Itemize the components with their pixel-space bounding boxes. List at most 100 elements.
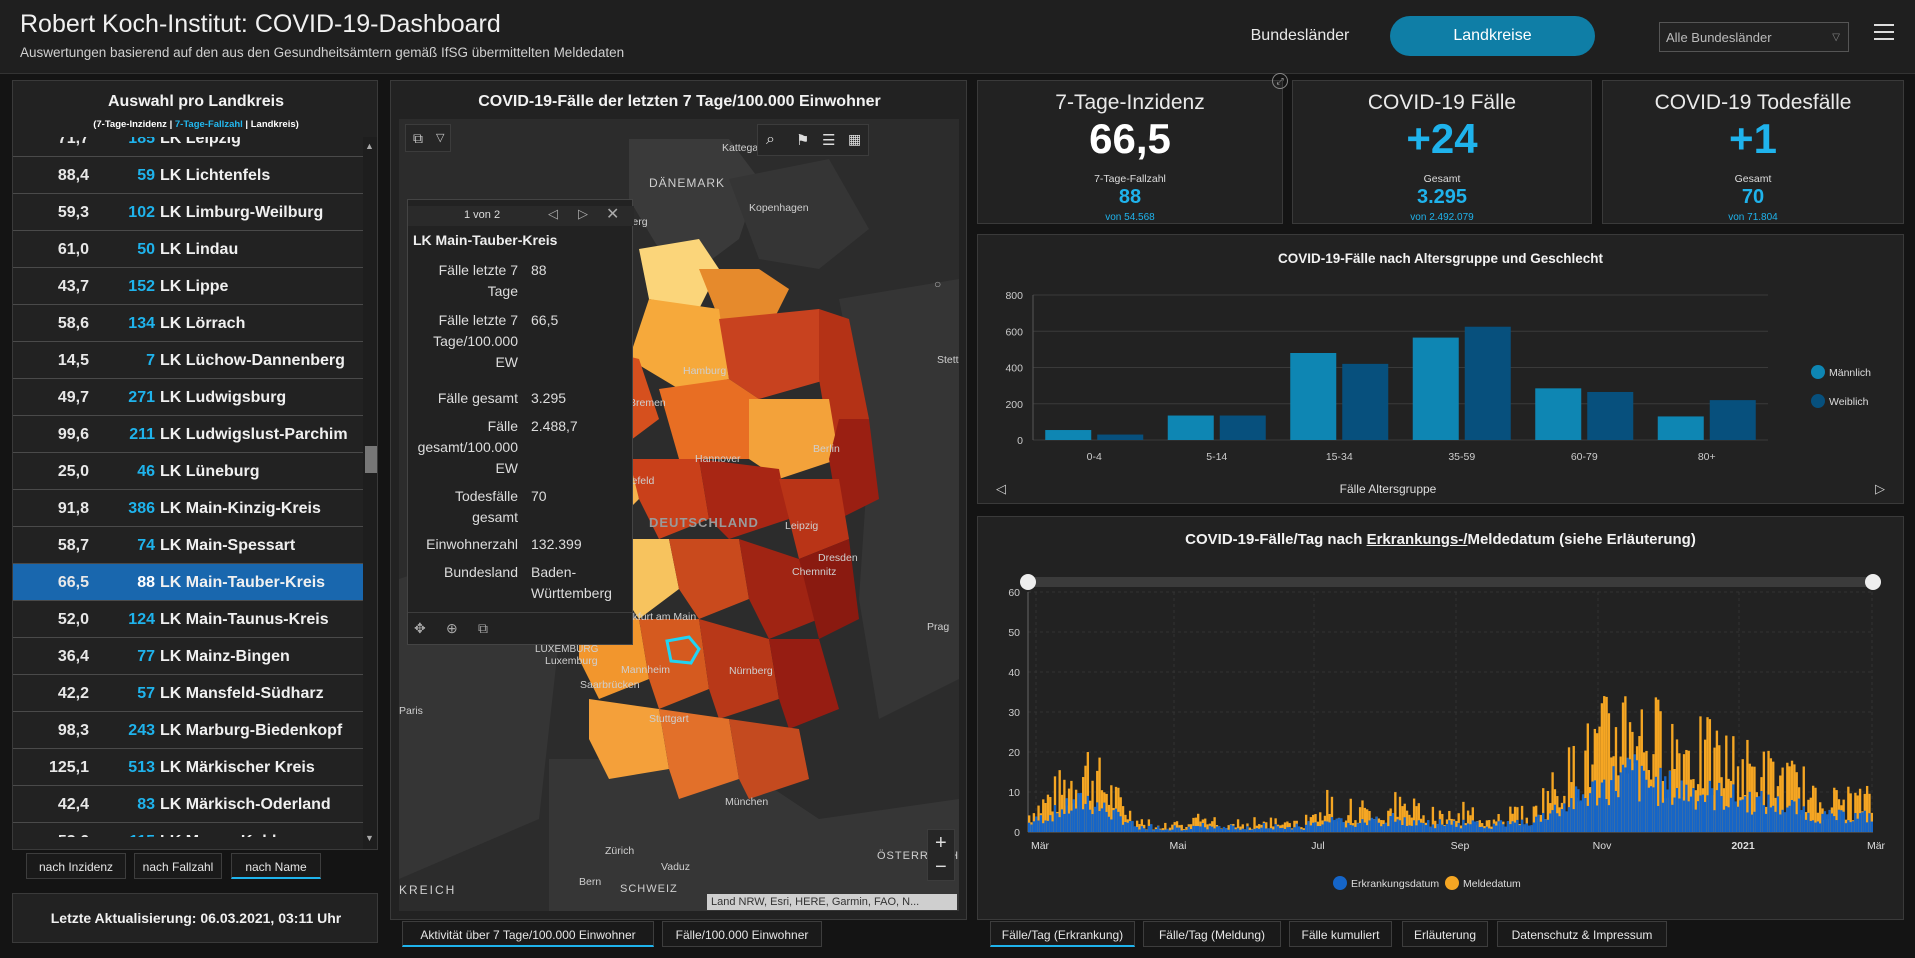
bar-meldedatum — [1833, 787, 1836, 832]
bottom-tab[interactable]: Fälle kumuliert — [1289, 921, 1392, 947]
tab-aktivitaet[interactable]: Aktivität über 7 Tage/100.000 Einwohner — [402, 921, 654, 947]
map-label: DEUTSCHLAND — [649, 515, 759, 530]
plus-icon[interactable]: ○ — [934, 277, 942, 291]
sort-by-inzidenz-button[interactable]: nach Inzidenz — [26, 853, 126, 879]
bar-meldedatum — [1044, 803, 1047, 832]
hamburger-menu-icon[interactable] — [1874, 24, 1894, 42]
list-item[interactable]: 42,4 83 LK Märkisch-Oderland — [13, 786, 363, 823]
bottom-tab[interactable]: Fälle/Tag (Erkrankung) — [990, 921, 1135, 947]
bar-erkrankungsdatum — [1373, 819, 1376, 832]
sort-by-name-button[interactable]: nach Name — [231, 853, 321, 879]
bar-meldedatum — [1293, 820, 1296, 832]
list-item[interactable]: 99,6 211 LK Ludwigslust-Parchim — [13, 416, 363, 453]
bundesland-select[interactable]: Alle Bundesländer ▽ — [1659, 22, 1849, 52]
list-scrollbar[interactable] — [363, 137, 377, 849]
zoom-in-button[interactable]: + — [935, 832, 947, 854]
scroll-up-icon[interactable]: ▲ — [365, 141, 374, 151]
bar-meldedatum — [1135, 820, 1139, 832]
range-handle-left[interactable] — [1020, 574, 1036, 590]
daily-cases-chart[interactable]: 0 10 20 30 40 50 60 Mär Mai Jul Sep Nov 2021 Mär Erkra… — [978, 517, 1905, 921]
zoom-out-button[interactable]: − — [935, 856, 947, 878]
bottom-tab[interactable]: Erläuterung — [1402, 921, 1488, 947]
list-item[interactable]: 25,0 46 LK Lüneburg — [13, 453, 363, 490]
update-panel: Letzte Aktualisierung: 06.03.2021, 03:11… — [12, 893, 378, 943]
bar-meldedatum — [1584, 750, 1587, 832]
bookmark-icon[interactable]: ⚑ — [796, 132, 810, 149]
next-icon[interactable]: ▷ — [578, 206, 588, 221]
bundeslaender-button[interactable]: Bundesländer — [1250, 27, 1350, 44]
bar-erkrankungsdatum — [1549, 813, 1552, 832]
bar-erkrankungsdatum — [1725, 806, 1728, 832]
bar-erkrankungsdatum — [1086, 795, 1090, 832]
bar-erkrankungsdatum — [1314, 822, 1317, 832]
list-item[interactable]: 52,0 124 LK Main-Taunus-Kreis — [13, 601, 363, 638]
sort-by-fallzahl-button[interactable]: nach Fallzahl — [134, 853, 222, 879]
bar-erkrankungsdatum — [1821, 813, 1824, 832]
bar-erkrankungsdatum — [1692, 788, 1695, 832]
bar-erkrankungsdatum — [1488, 828, 1491, 832]
expand-icon[interactable]: ⤢ — [1272, 73, 1288, 89]
daily-chart-title-b[interactable]: Erkrankungs-/ — [1366, 531, 1468, 548]
selected-district-outline[interactable] — [665, 635, 701, 665]
bar-erkrankungsdatum — [1377, 822, 1381, 832]
list-item[interactable]: 58,6 134 LK Lörrach — [13, 305, 363, 342]
bar-erkrankungsdatum — [1077, 793, 1080, 832]
bar-erkrankungsdatum — [1485, 826, 1489, 832]
bottom-tab[interactable]: Fälle/Tag (Meldung) — [1143, 921, 1281, 947]
bar-erkrankungsdatum — [1351, 825, 1355, 832]
scroll-down-icon[interactable]: ▼ — [365, 833, 374, 843]
map-label: Prag — [927, 621, 949, 633]
list-item[interactable]: 59,3 102 LK Limburg-Weilburg — [13, 194, 363, 231]
y-tick-label: 10 — [1008, 787, 1020, 799]
bar-erkrankungsdatum — [1819, 823, 1822, 832]
close-icon[interactable]: ✕ — [606, 206, 620, 223]
list-item[interactable]: 14,5 7 LK Lüchow-Dannenberg — [13, 342, 363, 379]
landkreise-button[interactable]: Landkreise — [1390, 16, 1595, 56]
chevron-right-icon[interactable]: ▷ — [1875, 481, 1885, 496]
list-item[interactable]: 66,5 88 LK Main-Tauber-Kreis — [13, 564, 363, 601]
list-item[interactable]: 58,7 74 LK Main-Spessart — [13, 527, 363, 564]
chevron-left-icon[interactable]: ◁ — [996, 481, 1006, 496]
bottom-tab[interactable]: Datenschutz & Impressum — [1497, 921, 1667, 947]
list-item[interactable]: 43,7 152 LK Lippe — [13, 268, 363, 305]
search-icon[interactable]: ⌕ — [766, 131, 775, 148]
list-icon[interactable]: ☰ — [822, 132, 836, 149]
bar-meldedatum — [1063, 779, 1066, 832]
bar-erkrankungsdatum — [1370, 817, 1374, 832]
bar-erkrankungsdatum — [1535, 816, 1538, 832]
list-item[interactable]: 98,3 243 LK Marburg-Biedenkopf — [13, 712, 363, 749]
tab-faelle-pro-100k[interactable]: Fälle/100.000 Einwohner — [662, 921, 822, 947]
zoom-to-icon[interactable]: ⊕ — [446, 620, 458, 636]
choropleth-map[interactable]: DÄNEMARK Kopenhagen Esbjerg Kattegat Ham… — [399, 119, 959, 911]
landkreis-list[interactable]: 71,7 185 LK Leipzig 88,4 59 LK Lichtenfels 59,… — [13, 137, 363, 837]
bar-erkrankungsdatum — [1258, 828, 1261, 832]
list-item[interactable]: 42,2 57 LK Mansfeld-Südharz — [13, 675, 363, 712]
list-item[interactable]: 53,6 115 LK Mayen-Koblenz — [13, 823, 363, 837]
bar-erkrankungsdatum — [1403, 817, 1406, 832]
basemap-gallery-icon[interactable]: ▦ — [848, 131, 862, 147]
list-item[interactable]: 71,7 185 LK Leipzig — [13, 137, 363, 157]
list-item[interactable]: 36,4 77 LK Mainz-Bingen — [13, 638, 363, 675]
list-item[interactable]: 91,8 386 LK Main-Kinzig-Kreis — [13, 490, 363, 527]
bar-meldedatum — [1699, 716, 1702, 832]
list-item[interactable]: 49,7 271 LK Ludwigsburg — [13, 379, 363, 416]
list-item[interactable]: 88,4 59 LK Lichtenfels — [13, 157, 363, 194]
scrollbar-thumb[interactable] — [365, 446, 377, 473]
bar-erkrankungsdatum — [1323, 821, 1327, 832]
age-chart[interactable]: 0 200 400 600 800 0-4 5-14 15-34 35-59 60-79 80+ Mä… — [978, 235, 1905, 505]
select-feature-icon[interactable]: ⧉ — [478, 620, 488, 636]
bar-erkrankungsdatum — [1112, 810, 1115, 832]
last-update-label: Letzte Aktualisierung: — [50, 910, 197, 926]
bar-meldedatum — [1161, 828, 1165, 832]
list-item[interactable]: 125,1 513 LK Märkischer Kreis — [13, 749, 363, 786]
bar-erkrankungsdatum — [1194, 826, 1197, 832]
map-attribution[interactable]: Land NRW, Esri, HERE, Garmin, FAO, N... — [707, 894, 957, 910]
popup-field-value: 2.488,7 — [531, 418, 578, 434]
bar-erkrankungsdatum — [1110, 819, 1113, 832]
previous-icon[interactable]: ◁ — [548, 206, 558, 221]
select-tool-button[interactable]: ⧉ ▽ — [405, 124, 451, 152]
list-item[interactable]: 61,0 50 LK Lindau — [13, 231, 363, 268]
range-handle-right[interactable] — [1865, 574, 1881, 590]
row-landkreis: LK Main-Kinzig-Kreis — [160, 500, 321, 517]
pan-icon[interactable]: ✥ — [414, 620, 426, 636]
